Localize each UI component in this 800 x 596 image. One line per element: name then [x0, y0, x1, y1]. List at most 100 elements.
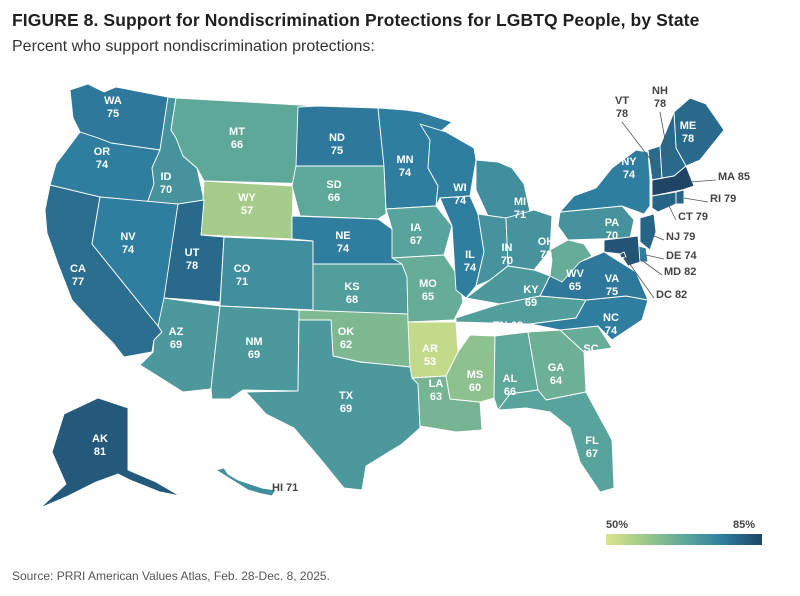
state-value-ms: 60 [469, 382, 481, 394]
state-value-ar: 53 [424, 356, 436, 368]
state-label-sd: SD [326, 179, 341, 191]
state-value-la: 63 [430, 391, 442, 403]
leader-line [683, 197, 709, 203]
state-value-mt: 66 [231, 139, 243, 151]
state-value-wi: 74 [454, 195, 467, 207]
state-value-ny: 74 [623, 169, 636, 181]
state-value-ca: 77 [72, 276, 84, 288]
state-value-or: 74 [96, 159, 109, 171]
state-label-wv: WV [566, 268, 584, 280]
state-label-in: IN [502, 242, 513, 254]
state-value-al: 66 [504, 386, 516, 398]
state-label-ks: KS [344, 281, 359, 293]
state-label-md: MD 82 [664, 266, 696, 278]
state-value-fl: 67 [586, 448, 598, 460]
state-md [603, 235, 641, 267]
state-va [539, 251, 649, 301]
state-ks [312, 263, 409, 315]
state-label-hi: HI 71 [272, 482, 298, 494]
state-label-ok: OK [338, 326, 355, 338]
leader-line [653, 235, 665, 241]
state-label-oh: OH [538, 236, 555, 248]
state-value-ne: 74 [337, 243, 350, 255]
state-label-vt: VT [615, 95, 629, 107]
state-me [673, 97, 725, 167]
state-value-nm: 69 [248, 349, 260, 361]
figure-subtitle: Percent who support nondiscrimination pr… [12, 38, 375, 55]
state-label-sc: SC [583, 343, 598, 355]
state-label-az: AZ [169, 326, 184, 338]
state-value-ut: 78 [186, 260, 198, 272]
state-value-wa: 75 [107, 108, 119, 120]
state-value-wy: 57 [241, 205, 253, 217]
state-label-ky: KY [523, 284, 539, 296]
state-value-ia: 67 [410, 235, 422, 247]
leader-line [623, 255, 655, 299]
state-value-oh: 70 [540, 249, 552, 261]
figure-title: FIGURE 8. Support for Nondiscrimination … [12, 10, 700, 30]
state-label-ny: NY [621, 156, 637, 168]
state-value-id: 70 [160, 184, 172, 196]
states-layer [39, 83, 725, 509]
state-value-az: 69 [170, 339, 182, 351]
state-value-va: 75 [606, 286, 618, 298]
state-label-ar: AR [422, 343, 438, 355]
state-ms [445, 334, 496, 403]
state-label-la: LA [429, 378, 444, 390]
state-label-mi: MI [514, 196, 526, 208]
state-value-tx: 69 [340, 403, 352, 415]
state-label-mt: MT [229, 126, 245, 138]
state-nj [639, 213, 657, 251]
state-label-ne: NE [335, 230, 350, 242]
state-label-pa: PA [605, 217, 620, 229]
state-value-me: 78 [682, 133, 694, 145]
state-label-ca: CA [70, 263, 86, 275]
leader-line [667, 203, 677, 221]
leader-line [659, 111, 669, 157]
leader-line [621, 121, 655, 165]
state-value-vt: 78 [616, 108, 628, 120]
state-value-mi: 71 [514, 209, 526, 221]
legend-color-scale [606, 534, 762, 545]
state-wv [549, 239, 593, 283]
legend-min-label: 50% [606, 519, 629, 531]
state-label-wa: WA [104, 95, 122, 107]
legend-max-label: 85% [733, 519, 756, 531]
state-hi [215, 467, 277, 497]
state-label-me: ME [680, 120, 697, 132]
state-value-in: 70 [501, 255, 513, 267]
state-label-ia: IA [411, 222, 422, 234]
state-label-tn: TN 68 [493, 320, 523, 332]
state-label-id: ID [161, 171, 172, 183]
state-label-va: VA [605, 273, 620, 285]
state-label-ri: RI 79 [710, 193, 736, 205]
state-ct [651, 191, 677, 213]
state-label-wi: WI [453, 182, 466, 194]
state-label-mn: MN [396, 154, 413, 166]
state-label-tx: TX [339, 390, 354, 402]
state-value-ak: 81 [94, 446, 106, 458]
state-tx [245, 319, 421, 491]
state-value-ga: 64 [550, 375, 563, 387]
state-value-nh: 78 [654, 98, 666, 110]
state-label-nh: NH [652, 85, 668, 97]
leader-line [645, 254, 665, 260]
state-label-ak: AK [92, 433, 108, 445]
state-label-mo: MO [419, 278, 437, 290]
state-label-nv: NV [120, 231, 136, 243]
state-value-nd: 75 [331, 145, 343, 157]
state-label-ct: CT 79 [678, 211, 708, 223]
state-value-nv: 74 [122, 244, 135, 256]
state-value-pa: 70 [606, 230, 618, 242]
state-fl [497, 389, 615, 493]
state-label-dc: DC 82 [656, 289, 687, 301]
state-label-wy: WY [238, 192, 256, 204]
state-value-mo: 65 [422, 291, 434, 303]
state-value-mn: 74 [399, 167, 412, 179]
state-ak [39, 397, 181, 509]
source-note: Source: PRRI American Values Atlas, Feb.… [12, 569, 330, 583]
leader-line [689, 179, 717, 183]
state-value-ky: 69 [525, 297, 537, 309]
state-label-nd: ND [329, 132, 345, 144]
